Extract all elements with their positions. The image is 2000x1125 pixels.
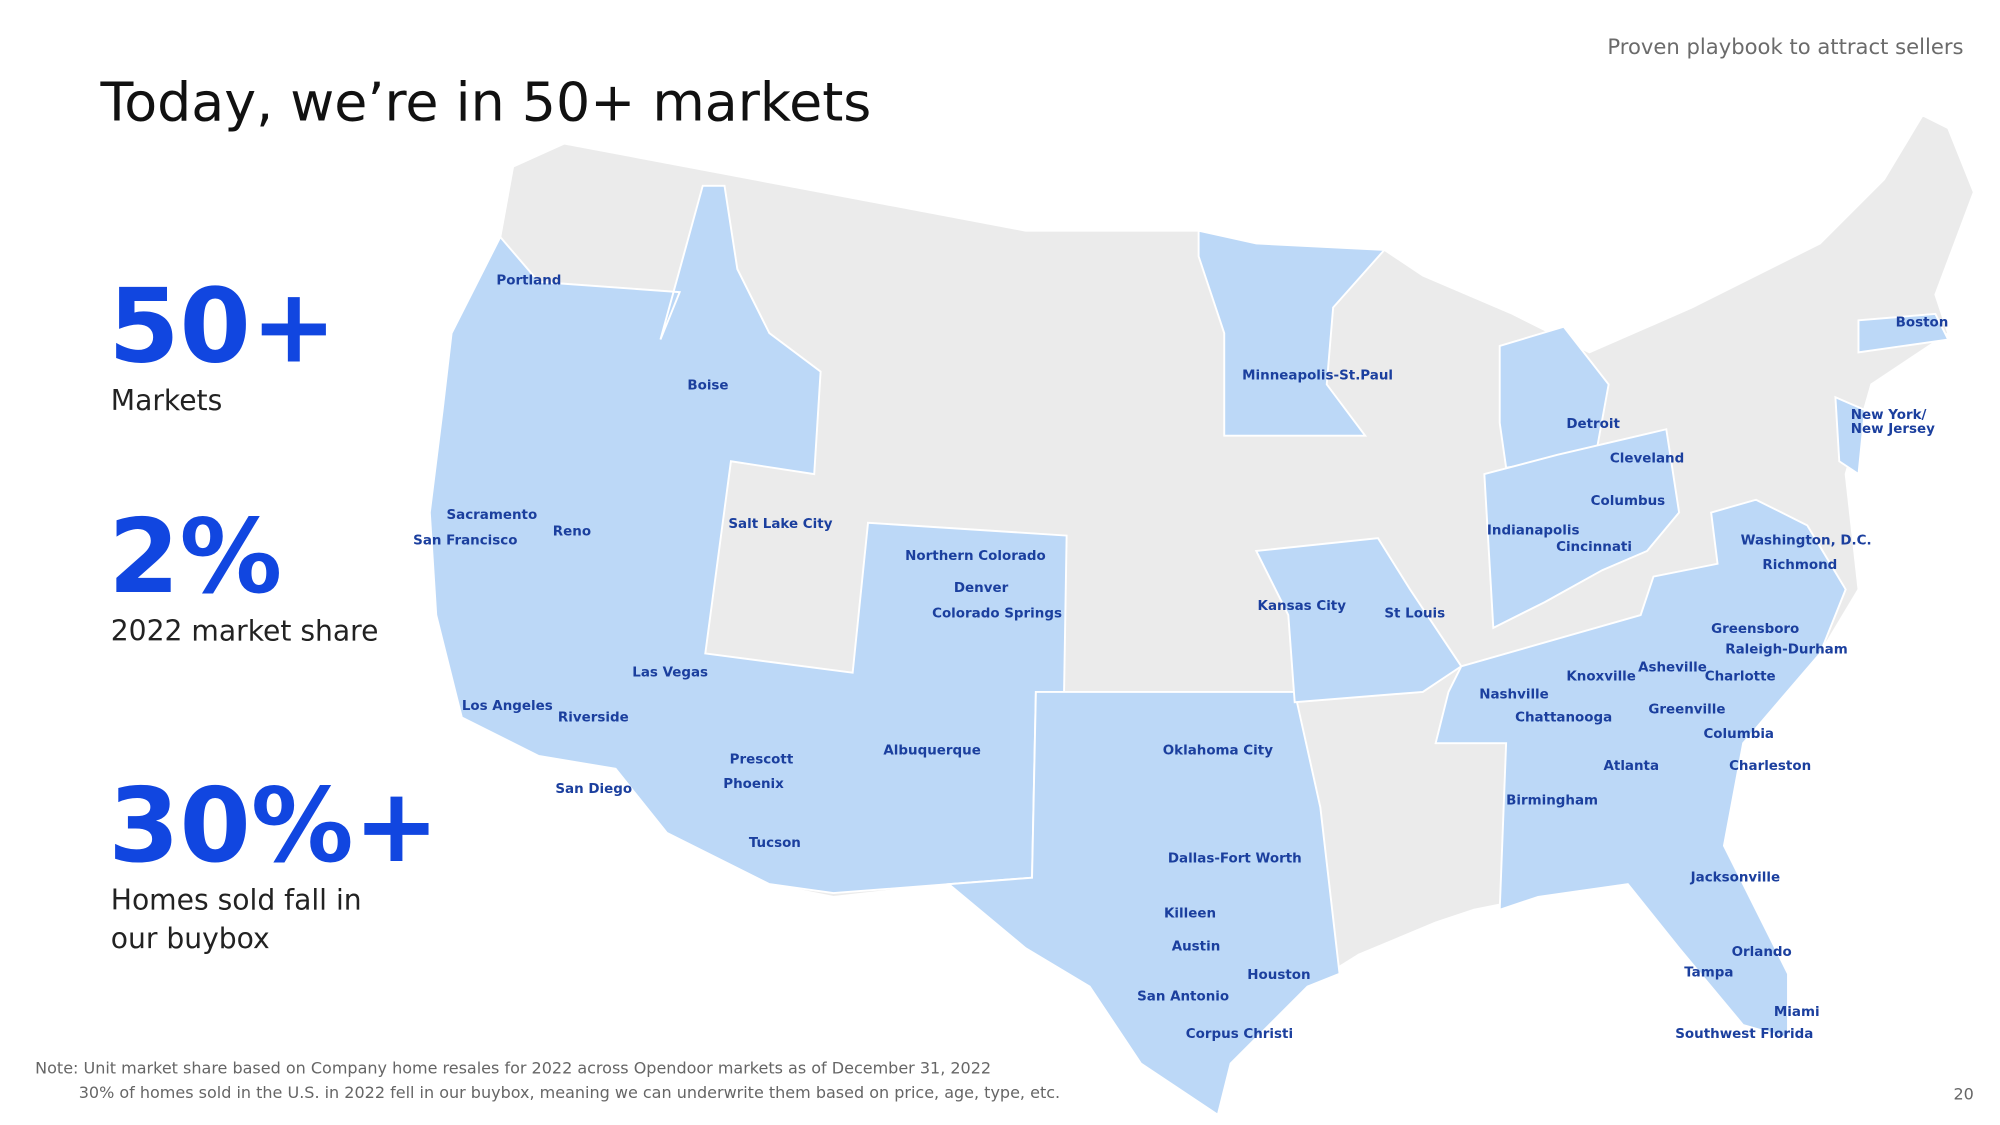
market-region (428, 184, 1068, 895)
city-label: San Diego (555, 782, 632, 797)
stat-label: Homes sold fall in (111, 884, 362, 917)
city-label: Indianapolis (1487, 523, 1580, 538)
stat-value: 2% (108, 498, 282, 617)
title: Today, we’re in 50+ markets (100, 70, 872, 133)
city-label: Killeen (1164, 906, 1216, 921)
city-label: Raleigh-Durham (1725, 642, 1848, 657)
kicker: Proven playbook to attract sellers (1607, 34, 1963, 59)
city-label: St Louis (1384, 607, 1445, 622)
city-label: Greensboro (1711, 622, 1799, 637)
market-region (1197, 229, 1387, 437)
city-label: Corpus Christi (1186, 1027, 1293, 1042)
city-label: Sacramento (446, 508, 537, 523)
city-label: Kansas City (1258, 599, 1347, 614)
city-label: Austin (1172, 940, 1221, 955)
city-label: Tucson (749, 836, 801, 851)
city-label: Oklahoma City (1163, 744, 1273, 759)
city-label: Columbia (1703, 727, 1774, 742)
page-number: 20 (1953, 1084, 1973, 1103)
city-label: Orlando (1732, 945, 1792, 960)
city-label: Southwest Florida (1675, 1027, 1813, 1042)
market-region (946, 690, 1341, 1117)
city-label: Las Vegas (632, 666, 708, 681)
city-label: Northern Colorado (905, 549, 1046, 564)
city-label: Cincinnati (1556, 540, 1632, 555)
city-label: New York/ (1851, 408, 1927, 423)
city-label: Los Angeles (462, 699, 553, 714)
city-label: Portland (496, 273, 561, 288)
city-label: Houston (1247, 968, 1310, 983)
city-label: Miami (1774, 1005, 1820, 1020)
city-label: Charleston (1729, 759, 1811, 774)
city-label: Atlanta (1604, 759, 1660, 774)
city-label: Washington, D.C. (1741, 534, 1872, 549)
city-label: Salt Lake City (728, 517, 832, 532)
city-label: Denver (954, 581, 1009, 596)
stat-label: our buybox (111, 922, 270, 955)
city-label: Albuquerque (883, 744, 980, 759)
market-region (1483, 428, 1681, 630)
city-label: Richmond (1762, 558, 1837, 573)
stats: 50+Markets 2%2022 market share 30%+Homes s… (108, 267, 439, 955)
city-label: Jacksonville (1690, 871, 1780, 886)
city-label: Tampa (1684, 965, 1733, 980)
city-label: Cleveland (1610, 452, 1684, 467)
city-label: San Antonio (1137, 990, 1229, 1005)
note: Note: Unit market share based on Company… (35, 1059, 991, 1078)
city-label: Charlotte (1705, 669, 1776, 684)
city-label: Columbus (1591, 494, 1665, 509)
market-region (1254, 537, 1463, 704)
us-map (428, 114, 1975, 1117)
city-label: Asheville (1638, 660, 1707, 675)
note: 30% of homes sold in the U.S. in 2022 fe… (79, 1083, 1060, 1102)
stat-label: 2022 market share (111, 615, 379, 648)
city-label: San Francisco (413, 534, 517, 549)
city-label: Colorado Springs (932, 607, 1062, 622)
city-label: Phoenix (723, 777, 784, 792)
market-region (1434, 498, 1847, 1040)
city-label: Boise (687, 379, 728, 394)
city-label: Riverside (558, 710, 629, 725)
city-label: Knoxville (1566, 669, 1636, 684)
city-label: Dallas-Fort Worth (1168, 851, 1302, 866)
city-label: New Jersey (1851, 422, 1935, 437)
market-region (1857, 312, 1950, 354)
stat-value: 50+ (108, 267, 337, 386)
city-labels: Portland Boise Minneapolis-St.Paul Detroit C… (413, 273, 1948, 1041)
city-label: Chattanooga (1515, 710, 1612, 725)
city-label: Boston (1896, 316, 1949, 331)
stat-label: Markets (111, 384, 223, 417)
city-label: Nashville (1479, 687, 1549, 702)
city-label: Minneapolis-St.Paul (1242, 368, 1393, 383)
city-label: Birmingham (1506, 794, 1598, 809)
city-label: Reno (553, 525, 591, 540)
stat-value: 30%+ (108, 767, 439, 886)
market-region (1834, 395, 1866, 476)
city-label: Greenville (1648, 703, 1725, 718)
city-label: Detroit (1566, 417, 1620, 432)
city-label: Prescott (730, 753, 794, 768)
